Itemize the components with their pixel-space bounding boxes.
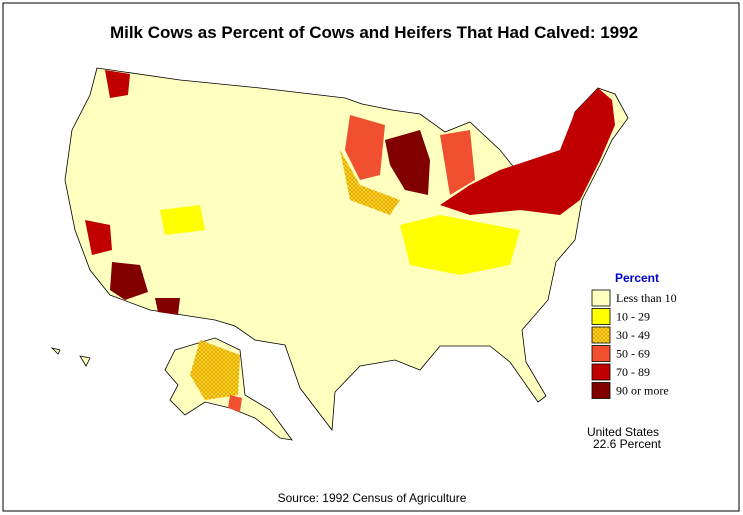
region-70-89-wa — [85, 70, 130, 255]
legend-swatch — [591, 289, 611, 307]
us-outline — [64, 67, 629, 432]
legend-swatch — [591, 363, 611, 381]
legend-swatch — [591, 345, 611, 362]
legend-swatch — [591, 382, 611, 399]
region-10-29 — [160, 205, 520, 275]
legend-label: Less than 10 — [616, 291, 677, 305]
summary-region: United States — [587, 425, 659, 439]
legend-swatch — [591, 308, 611, 325]
region-50-69-ak — [228, 395, 242, 412]
source: Source: 1992 Census of Agriculture — [278, 491, 467, 505]
region-90-plus — [385, 130, 430, 195]
region-90-plus-az — [110, 262, 180, 315]
summary-value: 22.6 Percent — [593, 437, 662, 451]
legend-label: 90 or more — [616, 384, 669, 398]
legend: Percent Less than 10 10 - 29 30 - 49 50 - 6… — [591, 271, 677, 399]
region-70-89 — [440, 88, 615, 215]
legend-swatch — [591, 326, 611, 344]
region-hatched — [190, 150, 400, 400]
region-50-69 — [345, 115, 475, 195]
map-title: Milk Cows as Percent of Cows and Heifers… — [110, 23, 638, 42]
hawaii — [50, 347, 91, 367]
legend-label: 50 - 69 — [616, 347, 650, 361]
legend-label: 30 - 49 — [616, 328, 650, 342]
map — [50, 67, 629, 441]
legend-title: Percent — [615, 271, 659, 285]
legend-label: 70 - 89 — [616, 365, 650, 379]
legend-label: 10 - 29 — [616, 310, 650, 324]
